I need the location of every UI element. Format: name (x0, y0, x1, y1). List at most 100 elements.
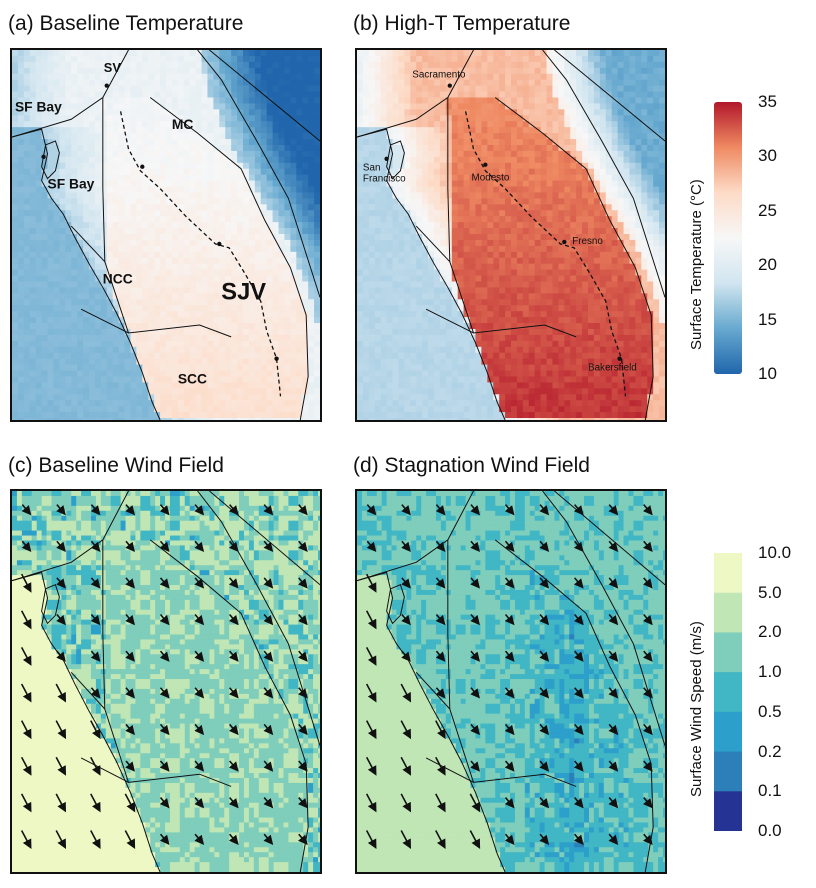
wind-bin-swatch (714, 672, 742, 713)
city-dot (562, 239, 567, 245)
wind-arrow (435, 650, 446, 662)
wind-arrow (435, 793, 446, 813)
wind-tick-label: 0.0 (758, 821, 782, 840)
city-dot (140, 164, 145, 169)
wind-arrow (20, 830, 32, 850)
wind-arrow (90, 650, 101, 662)
wind-arrow (573, 687, 584, 699)
wind-arrow (20, 720, 32, 740)
wind-arrow (470, 577, 480, 589)
city-label: Bakersfield (588, 363, 637, 374)
region-label: SV (104, 60, 122, 75)
wind-arrow (469, 793, 481, 813)
wind-arrow (228, 577, 239, 589)
wind-arrow (55, 683, 67, 703)
temperature-tick-label: 30 (758, 146, 777, 166)
wind-arrow (125, 687, 135, 699)
wind-arrow (228, 504, 239, 516)
wind-arrow (159, 504, 170, 516)
wind-arrow (365, 756, 377, 776)
wind-arrow (400, 683, 412, 703)
wind-arrow (20, 647, 32, 666)
wind-arrow (90, 577, 101, 589)
wind-arrow (643, 797, 653, 809)
wind-arrow (539, 797, 550, 809)
wind-arrow (56, 577, 66, 589)
wind-arrow (608, 613, 619, 626)
wind-arrow (504, 613, 515, 626)
wind-arrow (159, 577, 170, 589)
wind-arrow (643, 504, 653, 516)
map-panel-d (355, 489, 667, 874)
wind-arrow (125, 577, 135, 589)
wind-bin-swatch (714, 711, 742, 753)
city-dot (384, 156, 389, 161)
city-label: Sacramento (412, 70, 466, 81)
wind-arrow (90, 687, 101, 699)
wind-arrow (194, 540, 205, 553)
panel-d-title: (d) Stagnation Wind Field (353, 454, 590, 477)
panel-a-title: (a) Baseline Temperature (8, 12, 244, 35)
wind-arrow (194, 833, 205, 845)
wind-arrow (470, 504, 480, 516)
wind-arrow (573, 833, 584, 845)
wind-arrow (21, 504, 32, 516)
wind-arrow (263, 833, 274, 845)
wind-tick-label: 0.5 (758, 701, 782, 721)
wind-arrow (504, 504, 515, 516)
wind-arrow (504, 797, 515, 809)
wind-arrow (400, 830, 412, 850)
wind-arrow (643, 540, 653, 553)
wind-arrow (159, 650, 170, 662)
wind-arrow (56, 540, 66, 553)
wind-arrow (228, 540, 239, 553)
wind-arrow (194, 650, 205, 662)
wind-arrow (20, 756, 32, 776)
wind-arrow (539, 577, 550, 589)
region-label: NCC (103, 270, 133, 286)
wind-arrow (366, 504, 377, 516)
wind-arrow (401, 540, 411, 553)
valley-axis-line (464, 111, 627, 397)
temperature-tick-label: 35 (758, 92, 777, 111)
wind-arrow (365, 830, 377, 850)
temperature-colorbar-label: Surface Temperature (°C) (688, 179, 705, 350)
wind-arrow (159, 613, 170, 626)
wind-arrow (298, 760, 308, 772)
wind-arrow (470, 650, 480, 662)
wind-colorbar-label: Surface Wind Speed (m/s) (688, 621, 705, 797)
wind-arrow (400, 793, 412, 813)
wind-arrow (298, 797, 308, 809)
wind-arrow (125, 650, 135, 662)
wind-tick-label: 0.2 (758, 741, 782, 761)
wind-arrow (298, 504, 308, 516)
wind-arrow (56, 613, 66, 626)
wind-arrow (366, 540, 377, 553)
wind-arrow (401, 650, 411, 662)
wind-arrow (194, 760, 205, 772)
temperature-gradient (714, 102, 742, 374)
wind-arrow (470, 760, 480, 772)
wind-arrow (643, 650, 653, 662)
wind-arrow (159, 723, 170, 736)
wind-arrow (608, 833, 619, 845)
wind-arrow (20, 573, 32, 593)
wind-arrow (539, 504, 550, 516)
wind-arrow (55, 756, 67, 776)
wind-arrow (298, 687, 308, 699)
wind-arrow (573, 797, 584, 809)
wind-arrow (504, 760, 515, 772)
wind-arrow (263, 613, 274, 626)
wind-arrow (573, 723, 584, 736)
wind-arrow (228, 760, 239, 772)
wind-arrow (263, 797, 274, 809)
wind-arrow (435, 687, 446, 699)
wind-arrow (263, 650, 274, 662)
map-panel-c (10, 489, 322, 874)
wind-arrow (194, 723, 205, 736)
wind-arrow (608, 540, 619, 553)
wind-arrow (539, 613, 550, 626)
wind-arrow (90, 613, 101, 626)
wind-arrow (539, 723, 550, 736)
wind-arrow (504, 650, 515, 662)
